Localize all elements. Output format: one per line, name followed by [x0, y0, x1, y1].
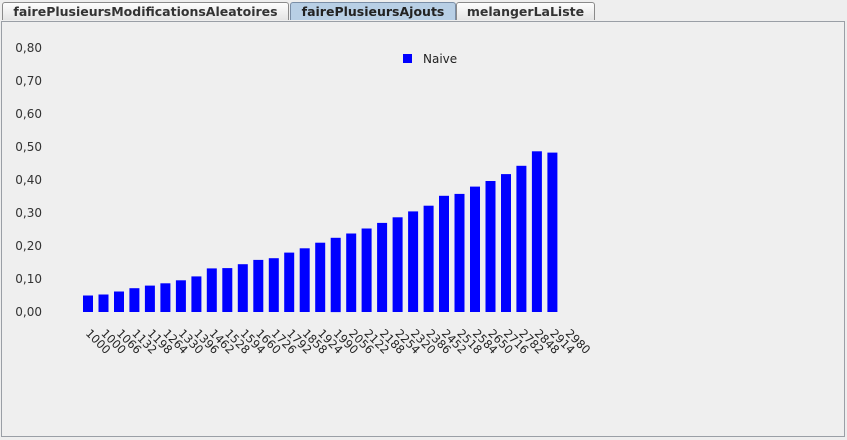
bar	[485, 181, 496, 312]
y-tick-label: 0,20	[15, 239, 42, 253]
bar	[423, 205, 434, 312]
tab-content-panel: 0,00 0,10 0,20 0,30 0,40 0,50 0,60 0,70 0,80 100…	[1, 21, 845, 437]
bar	[454, 193, 465, 312]
tab-faire-plusieurs-ajouts[interactable]: fairePlusieursAjouts	[290, 2, 456, 20]
bar	[206, 268, 217, 312]
bar	[531, 151, 542, 312]
y-tick-label: 0,10	[15, 272, 42, 286]
y-tick-label: 0,60	[15, 107, 42, 121]
bar	[377, 222, 388, 312]
bar	[83, 295, 93, 312]
y-tick-label: 0,00	[15, 305, 42, 319]
tab-faire-plusieurs-modifications-aleatoires[interactable]: fairePlusieursModificationsAleatoires	[2, 2, 289, 20]
y-tick-label: 0,30	[15, 206, 42, 220]
bar	[501, 174, 511, 312]
bar	[547, 152, 558, 312]
bar	[253, 259, 264, 312]
bar	[222, 268, 233, 312]
tab-bar: fairePlusieursModificationsAleatoires fa…	[0, 0, 847, 22]
bar	[330, 237, 341, 313]
bar	[346, 233, 357, 312]
y-tick-label: 0,70	[15, 74, 42, 88]
legend-swatch-naive	[403, 54, 412, 63]
bar	[299, 248, 310, 312]
bar	[175, 280, 186, 312]
bar	[191, 276, 202, 312]
bar	[144, 285, 155, 312]
bar	[470, 186, 480, 312]
y-tick-label: 0,80	[15, 41, 42, 55]
tab-melanger-la-liste[interactable]: melangerLaListe	[456, 2, 595, 20]
bar	[439, 195, 449, 312]
bar	[98, 294, 109, 312]
bar	[268, 258, 279, 312]
y-tick-label: 0,40	[15, 173, 42, 187]
y-tick-label: 0,50	[15, 140, 42, 154]
bar	[516, 165, 527, 312]
bar	[392, 217, 403, 312]
bar	[160, 283, 171, 312]
bar	[114, 291, 124, 312]
bar	[129, 288, 140, 312]
bar	[408, 211, 419, 312]
bar	[315, 242, 326, 312]
bar-chart: 0,000,100,200,300,400,500,600,700,80 100…	[15, 41, 593, 357]
bar	[361, 228, 372, 312]
bar	[284, 252, 295, 312]
legend-label-naive: Naive	[423, 52, 457, 66]
bar	[237, 264, 248, 312]
